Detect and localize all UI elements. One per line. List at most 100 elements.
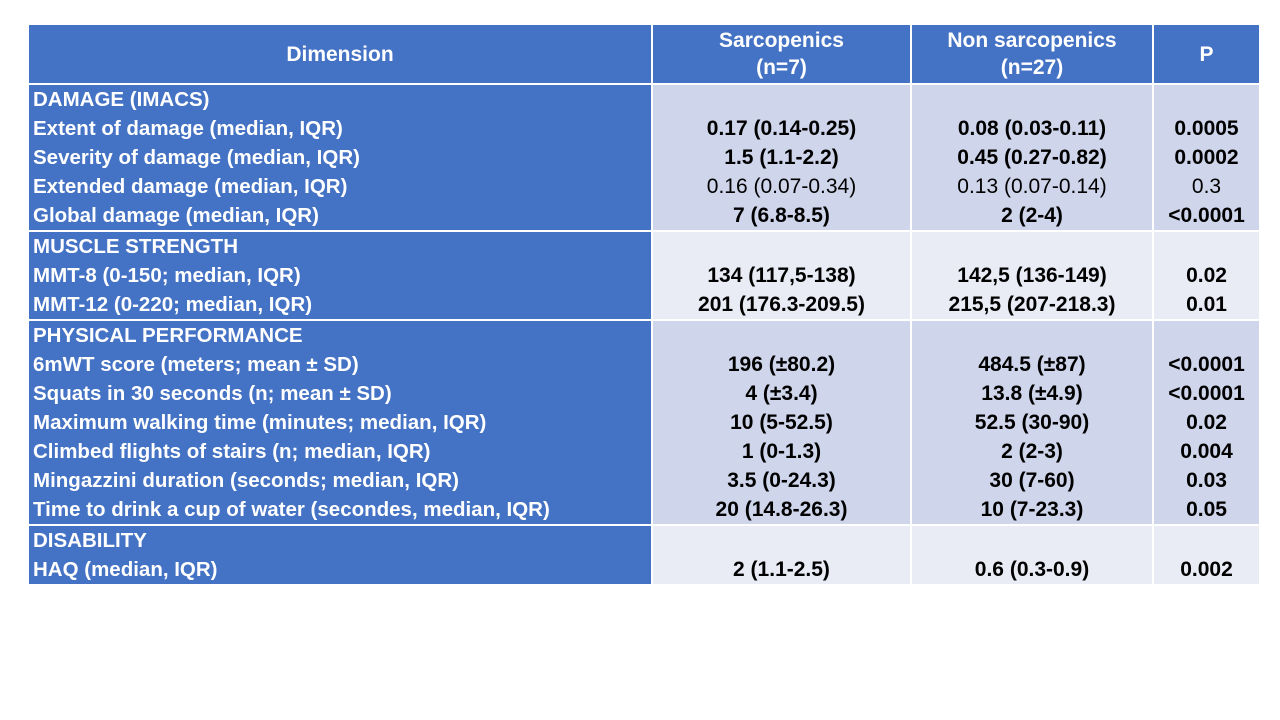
dimension-cell: DISABILITY HAQ (median, IQR) — [27, 524, 653, 586]
row-value: 196 (±80.2) — [727, 353, 836, 376]
header-non-sarcopenics-name: Non sarcopenics — [947, 29, 1117, 52]
header-sarcopenics-n: (n=7) — [756, 56, 807, 79]
section-title: DISABILITY — [33, 529, 147, 552]
row-label: Global damage (median, IQR) — [33, 204, 319, 227]
blank-line — [653, 85, 910, 114]
row-label: 6mWT score (meters; mean ± SD) — [33, 353, 359, 376]
sarcopenics-cell: 0.17 (0.14-0.25) 1.5 (1.1-2.2) 0.16 (0.07-… — [651, 83, 912, 232]
p-value: 0.004 — [1180, 440, 1233, 463]
row-label: Extent of damage (median, IQR) — [33, 117, 343, 140]
row-label: Extended damage (median, IQR) — [33, 175, 348, 198]
row-value: 0.17 (0.14-0.25) — [706, 117, 857, 140]
row-value: 10 (5-52.5) — [730, 411, 833, 434]
blank-line — [912, 85, 1152, 114]
p-value: 0.01 — [1186, 293, 1227, 316]
section-row: DAMAGE (IMACS) Extent of damage (median, … — [27, 83, 1261, 232]
header-p: P — [1152, 23, 1261, 85]
header-non-sarcopenics: Non sarcopenics (n=27) — [910, 23, 1154, 85]
row-value: 30 (7-60) — [989, 469, 1075, 492]
row-value: 2 (1.1-2.5) — [733, 558, 830, 581]
header-sarcopenics-name: Sarcopenics — [719, 29, 844, 52]
row-label: Climbed flights of stairs (n; median, IQ… — [33, 440, 431, 463]
dimension-cell: MUSCLE STRENGTH MMT-8 (0-150; median, IQR… — [27, 230, 653, 321]
blank-line — [912, 232, 1152, 261]
section-0: DAMAGE (IMACS) Extent of damage (median, … — [27, 83, 1261, 232]
row-value: 0.13 (0.07-0.14) — [957, 175, 1107, 198]
blank-line — [1154, 85, 1259, 114]
row-value: 13.8 (±4.9) — [981, 382, 1083, 405]
p-value-cell: <0.0001 <0.0001 0.02 0.004 0.03 0.05 — [1152, 319, 1261, 526]
p-value: <0.0001 — [1168, 382, 1245, 405]
p-value: <0.0001 — [1168, 353, 1245, 376]
non-sarcopenics-cell: 0.6 (0.3-0.9) — [910, 524, 1154, 586]
header-dimension: Dimension — [27, 23, 653, 85]
results-table: Dimension Sarcopenics (n=7) Non sarcopen… — [27, 23, 1261, 586]
row-value: 4 (±3.4) — [745, 382, 818, 405]
section-title: PHYSICAL PERFORMANCE — [33, 324, 303, 347]
p-value: 0.3 — [1191, 175, 1222, 198]
row-label: Time to drink a cup of water (secondes, … — [33, 498, 550, 521]
p-value-cell: 0.002 — [1152, 524, 1261, 586]
row-label: Maximum walking time (minutes; median, I… — [33, 411, 487, 434]
row-value: 20 (14.8-26.3) — [715, 498, 848, 521]
row-value: 0.08 (0.03-0.11) — [957, 117, 1107, 140]
row-value: 0.6 (0.3-0.9) — [974, 558, 1090, 581]
sarcopenics-cell: 134 (117,5-138) 201 (176.3-209.5) — [651, 230, 912, 321]
p-value: 0.0005 — [1174, 117, 1239, 140]
non-sarcopenics-cell: 484.5 (±87) 13.8 (±4.9) 52.5 (30-90) 2 (2-3… — [910, 319, 1154, 526]
row-value: 134 (117,5-138) — [707, 264, 856, 287]
non-sarcopenics-cell: 142,5 (136-149) 215,5 (207-218.3) — [910, 230, 1154, 321]
p-value-cell: 0.02 0.01 — [1152, 230, 1261, 321]
row-value: 10 (7-23.3) — [980, 498, 1084, 521]
row-label: Squats in 30 seconds (n; mean ± SD) — [33, 382, 392, 405]
p-value: 0.0002 — [1174, 146, 1239, 169]
row-label: MMT-12 (0-220; median, IQR) — [33, 293, 313, 316]
section-row: PHYSICAL PERFORMANCE 6mWT score (meters; … — [27, 319, 1261, 526]
section-3: DISABILITY HAQ (median, IQR) 2 (1.1-2.5) … — [27, 524, 1261, 586]
sarcopenics-cell: 196 (±80.2) 4 (±3.4) 10 (5-52.5) 1 (0-1.3) 3… — [651, 319, 912, 526]
p-value: 0.02 — [1186, 411, 1227, 434]
header-non-sarcopenics-n: (n=27) — [1000, 56, 1064, 79]
header-sarcopenics: Sarcopenics (n=7) — [651, 23, 912, 85]
row-label: MMT-8 (0-150; median, IQR) — [33, 264, 301, 287]
p-value-cell: 0.0005 0.0002 0.3 <0.0001 — [1152, 83, 1261, 232]
row-value: 7 (6.8-8.5) — [733, 204, 830, 227]
section-1: MUSCLE STRENGTH MMT-8 (0-150; median, IQR… — [27, 230, 1261, 321]
row-value: 0.16 (0.07-0.34) — [706, 175, 857, 198]
blank-line — [912, 526, 1152, 555]
row-value: 2 (2-4) — [1001, 204, 1063, 227]
blank-line — [653, 232, 910, 261]
p-value: 0.002 — [1180, 558, 1233, 581]
blank-line — [1154, 321, 1259, 350]
row-label: Mingazzini duration (seconds; median, IQ… — [33, 469, 459, 492]
section-row: DISABILITY HAQ (median, IQR) 2 (1.1-2.5) … — [27, 524, 1261, 586]
section-title: DAMAGE (IMACS) — [33, 88, 210, 111]
blank-line — [653, 321, 910, 350]
blank-line — [653, 526, 910, 555]
row-value: 2 (2-3) — [1001, 440, 1063, 463]
blank-line — [1154, 526, 1259, 555]
dimension-cell: PHYSICAL PERFORMANCE 6mWT score (meters; … — [27, 319, 653, 526]
row-value: 142,5 (136-149) — [957, 264, 1107, 287]
non-sarcopenics-cell: 0.08 (0.03-0.11) 0.45 (0.27-0.82) 0.13 (0.… — [910, 83, 1154, 232]
row-value: 484.5 (±87) — [978, 353, 1086, 376]
row-value: 1 (0-1.3) — [741, 440, 822, 463]
table-header: Dimension Sarcopenics (n=7) Non sarcopen… — [27, 23, 1261, 85]
row-label: Severity of damage (median, IQR) — [33, 146, 360, 169]
p-value: 0.05 — [1186, 498, 1227, 521]
sarcopenics-cell: 2 (1.1-2.5) — [651, 524, 912, 586]
blank-line — [912, 321, 1152, 350]
row-value: 215,5 (207-218.3) — [948, 293, 1116, 316]
row-value: 0.45 (0.27-0.82) — [957, 146, 1107, 169]
p-value: 0.03 — [1186, 469, 1227, 492]
row-value: 3.5 (0-24.3) — [727, 469, 836, 492]
dimension-cell: DAMAGE (IMACS) Extent of damage (median, … — [27, 83, 653, 232]
section-row: MUSCLE STRENGTH MMT-8 (0-150; median, IQR… — [27, 230, 1261, 321]
row-value: 52.5 (30-90) — [974, 411, 1090, 434]
section-title: MUSCLE STRENGTH — [33, 235, 238, 258]
blank-line — [1154, 232, 1259, 261]
p-value: <0.0001 — [1168, 204, 1245, 227]
p-value: 0.02 — [1186, 264, 1227, 287]
section-2: PHYSICAL PERFORMANCE 6mWT score (meters; … — [27, 319, 1261, 526]
row-value: 1.5 (1.1-2.2) — [724, 146, 839, 169]
